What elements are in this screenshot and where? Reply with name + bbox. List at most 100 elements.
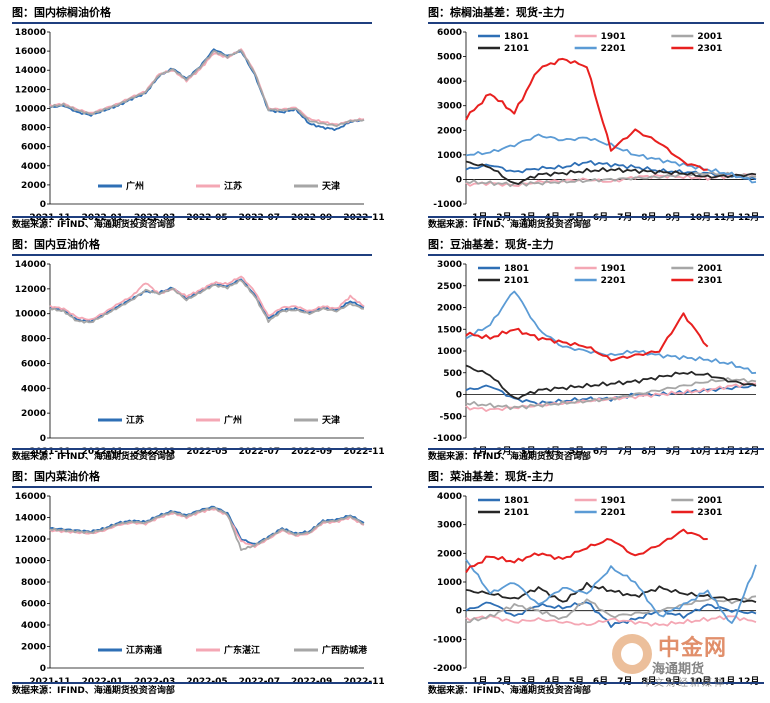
x-tick-label: 2021-11 (29, 447, 70, 457)
y-tick-label: 6000 (21, 143, 46, 153)
x-tick-label: 2022-05 (186, 213, 227, 223)
legend-label: 2101 (504, 508, 529, 518)
x-tick-label: 4月 (545, 446, 560, 457)
y-tick-label: 0 (456, 607, 462, 617)
rapeseed-basis-title: 图：菜油基差：现货-主力 (428, 468, 764, 488)
legend-label: 1801 (504, 496, 529, 506)
y-tick-label: -500 (439, 412, 462, 422)
x-tick-label: 2022-03 (134, 213, 175, 223)
y-tick-label: 2000 (21, 409, 46, 419)
y-tick-label: 12000 (15, 285, 46, 295)
x-tick-label: 2022-11 (343, 213, 384, 223)
x-tick-label: 9月 (665, 676, 680, 687)
y-tick-label: 8000 (21, 335, 46, 345)
legend-label: 1801 (504, 32, 529, 42)
series-line-广州 (49, 275, 365, 321)
legend-label: 1901 (601, 496, 626, 506)
x-tick-label: 6月 (593, 676, 608, 687)
x-tick-label: 5月 (569, 446, 584, 457)
x-tick-label: 2月 (496, 676, 511, 687)
y-tick-label: 10000 (15, 104, 46, 114)
legend-label: 2001 (697, 264, 722, 274)
legend-label: 江苏 (224, 180, 242, 192)
y-tick-label: -1000 (433, 635, 462, 645)
y-tick-label: 3000 (437, 102, 462, 112)
y-tick-label: 2000 (21, 643, 46, 653)
soy-basis-chart: -1000 -500 0 500 1000 1500 2000 2500 3000 1月 2月 3月 4… (433, 260, 759, 457)
watermark-logo-icon (612, 634, 652, 674)
legend-label: 1901 (601, 32, 626, 42)
y-tick-label: -1000 (433, 434, 462, 444)
series-line-1901 (465, 614, 757, 627)
y-tick-label: 0 (456, 391, 462, 401)
legend-label: 广州 (126, 180, 144, 192)
y-tick-label: 12000 (15, 535, 46, 545)
x-tick-label: 8月 (641, 676, 656, 687)
y-tick-label: 2000 (437, 304, 462, 314)
x-tick-label: 1月 (472, 446, 487, 457)
x-tick-label: 2022-09 (291, 447, 332, 457)
y-tick-label: 16000 (15, 492, 46, 502)
rapeseed-price-chart: 0200040006000800010000120001400016000202… (15, 492, 385, 687)
y-tick-label: 12000 (15, 85, 46, 95)
legend-label: 2301 (697, 276, 722, 286)
x-tick-label: 10月 (690, 676, 712, 687)
series-line-2201 (465, 133, 757, 184)
y-tick-label: 3000 (437, 521, 462, 531)
legend-label: 2101 (504, 276, 529, 286)
y-tick-label: 2500 (437, 282, 462, 292)
legend-label: 2001 (697, 496, 722, 506)
x-tick-label: 11月 (714, 676, 736, 687)
x-tick-label: 2022-03 (134, 447, 175, 457)
x-tick-label: 2月 (496, 446, 511, 457)
y-tick-label: 16000 (15, 47, 46, 57)
rapeseed-basis-chart: -2000 -1000 0 1000 2000 3000 4000 1月 2月 3月 4月 5月 6月 7… (433, 492, 760, 687)
x-tick-label: 6月 (593, 446, 608, 457)
series-line-2101 (465, 160, 757, 185)
legend-label: 天津 (322, 180, 340, 192)
series-line-天津 (49, 279, 364, 324)
y-tick-label: 1000 (437, 578, 462, 588)
series-line-1801 (465, 601, 757, 628)
legend-label: 2101 (504, 44, 529, 54)
series-line-2301 (465, 312, 709, 362)
y-tick-label: 500 (443, 369, 462, 379)
x-tick-label: 10月 (690, 446, 712, 457)
watermark-overlay: 海通期货 (652, 662, 705, 677)
y-tick-label: 8000 (21, 124, 46, 134)
palm-price-panel: 图：国内棕榈油价格 0 2000 4000 6000 8000 10000 12000 140… (12, 4, 385, 232)
y-tick-label: 4000 (437, 77, 462, 87)
legend-label: 1901 (601, 264, 626, 274)
x-tick-label: 12月 (738, 676, 760, 687)
y-tick-label: 10000 (15, 310, 46, 320)
y-tick-label: 14000 (15, 66, 46, 76)
x-tick-label: 2021-11 (29, 213, 70, 223)
soy-price-source: 数据来源：IFIND、海通期货投资咨询部 (12, 448, 372, 464)
y-tick-label: 14000 (15, 260, 46, 270)
x-tick-label: 2022-11 (343, 447, 384, 457)
y-tick-label: 0 (40, 664, 46, 674)
palm-price-source: 数据来源：IFIND、海通期货投资咨询部 (12, 216, 372, 232)
y-tick-label: -1000 (433, 200, 462, 210)
x-tick-label: 9月 (665, 446, 680, 457)
x-tick-label: 7月 (617, 676, 632, 687)
x-tick-label: 8月 (641, 446, 656, 457)
y-tick-label: 2000 (437, 126, 462, 136)
palm-basis-panel: 图：棕榈油基差：现货-主力 -1000 0 1000 2000 3000 4000 5000… (428, 4, 764, 230)
x-tick-label: 2022-09 (291, 213, 332, 223)
y-tick-label: 1000 (437, 347, 462, 357)
y-tick-label: 14000 (15, 514, 46, 524)
legend-label: 广西防城港 (322, 644, 368, 656)
y-tick-label: 0 (40, 200, 46, 210)
series-line-2301 (465, 528, 708, 573)
y-tick-label: 4000 (21, 384, 46, 394)
y-tick-label: 4000 (21, 621, 46, 631)
legend-label: 天津 (322, 414, 340, 426)
series-line-2101 (465, 581, 757, 603)
soy-basis-panel: 图：豆油基差：现货-主力 -1000 -500 0 500 1000 1500 2000 25… (428, 236, 764, 464)
rapeseed-price-title: 图：国内菜油价格 (12, 468, 372, 488)
soy-basis-title: 图：豆油基差：现货-主力 (428, 236, 764, 256)
y-tick-label: 3000 (437, 260, 462, 270)
x-tick-label: 2022-07 (239, 447, 280, 457)
y-tick-label: 10000 (15, 557, 46, 567)
